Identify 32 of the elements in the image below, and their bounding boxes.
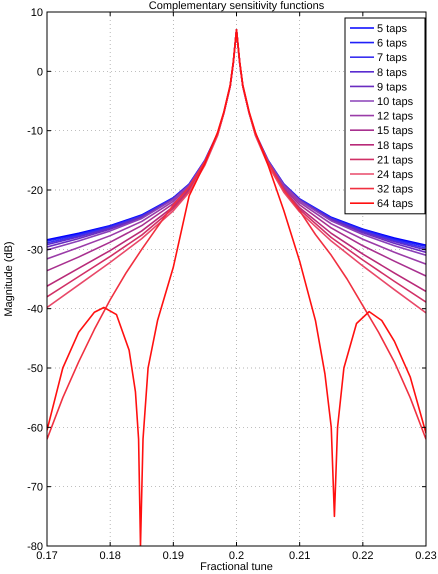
y-tick-label: -10: [27, 126, 43, 138]
chart-title: Complementary sensitivity functions: [148, 0, 325, 12]
y-tick-label: -30: [27, 244, 43, 256]
x-tick-label: 0.23: [415, 550, 437, 562]
legend-label: 24 taps: [377, 169, 414, 181]
y-tick-label: 0: [36, 66, 43, 78]
legend-label: 18 taps: [377, 140, 414, 152]
x-axis-title: Fractional tune: [200, 561, 273, 573]
legend-label: 32 taps: [377, 184, 414, 196]
x-tick-label: 0.2: [228, 550, 244, 562]
y-tick-label: 10: [30, 7, 43, 19]
legend-label: 15 taps: [377, 125, 414, 138]
y-tick-label: -50: [27, 363, 43, 375]
x-tick-label: 0.18: [99, 550, 121, 562]
legend-label: 12 taps: [377, 110, 414, 123]
y-tick-label: -20: [27, 185, 43, 197]
legend-label: 64 taps: [377, 198, 414, 210]
x-tick-label: 0.19: [162, 550, 184, 562]
y-tick-label: -40: [27, 304, 43, 316]
x-tick-label: 0.17: [36, 550, 58, 562]
y-axis-title: Magnitude (dB): [3, 241, 15, 317]
legend-label: 21 taps: [377, 154, 414, 166]
x-tick-label: 0.22: [352, 550, 374, 562]
legend-label: 8 taps: [377, 66, 408, 79]
legend-label: 7 taps: [377, 52, 408, 64]
x-tick-label: 0.21: [288, 550, 310, 562]
legend-label: 10 taps: [377, 96, 414, 108]
y-tick-label: -60: [27, 422, 43, 434]
y-tick-label: -70: [27, 482, 43, 494]
legend-label: 9 taps: [377, 81, 408, 94]
legend-label: 6 taps: [377, 38, 408, 50]
legend-label: 5 taps: [377, 23, 408, 35]
